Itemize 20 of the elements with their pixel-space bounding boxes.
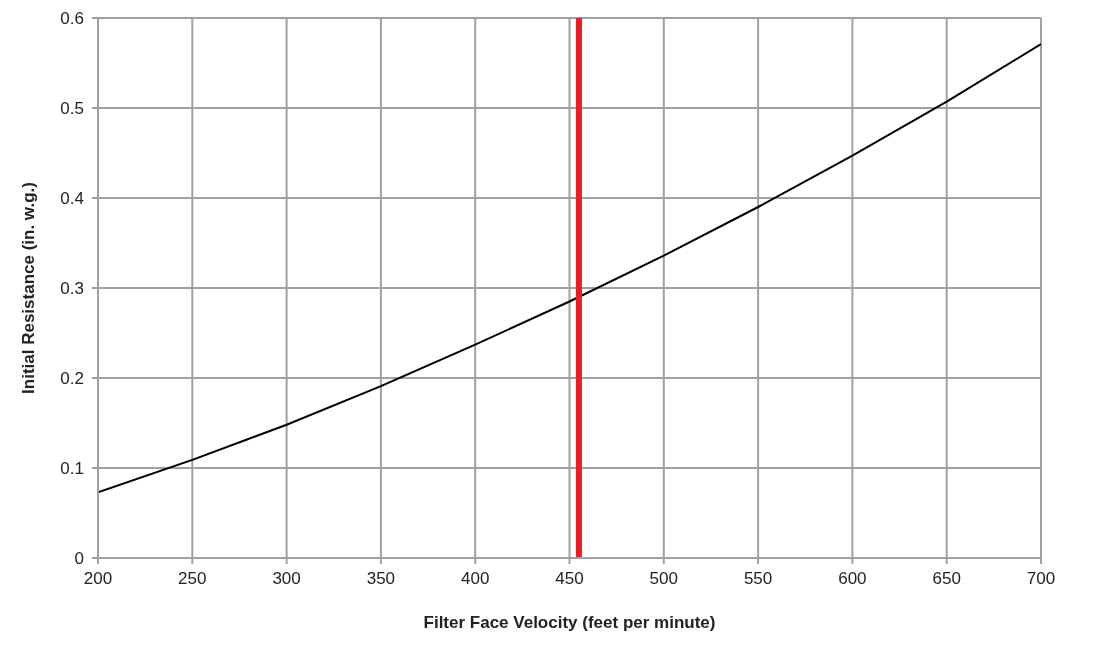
x-tick-label: 350 (366, 569, 396, 589)
y-tick-label: 0.6 (60, 9, 84, 29)
y-tick-label: 0.5 (60, 99, 84, 119)
y-tick-label: 0.4 (60, 189, 84, 209)
x-tick-label: 550 (743, 569, 773, 589)
y-tick-label: 0 (74, 549, 84, 569)
y-tick-label: 0.2 (60, 369, 84, 389)
y-tick-label: 0.3 (60, 279, 84, 299)
x-tick-label: 450 (555, 569, 584, 589)
y-tick-label: 0.1 (60, 459, 84, 479)
x-tick-label: 700 (1026, 569, 1056, 589)
x-tick-label: 500 (649, 569, 678, 589)
x-tick-label: 400 (461, 569, 490, 589)
x-tick-label: 600 (838, 569, 867, 589)
y-axis-title: Initial Resistance (in. w.g.) (19, 182, 39, 394)
x-axis-title: Filter Face Velocity (feet per minute) (423, 613, 716, 632)
x-tick-label: 200 (83, 569, 113, 589)
x-tick-label: 300 (272, 569, 301, 589)
x-tick-label: 650 (932, 569, 961, 589)
x-tick-label: 250 (178, 569, 207, 589)
